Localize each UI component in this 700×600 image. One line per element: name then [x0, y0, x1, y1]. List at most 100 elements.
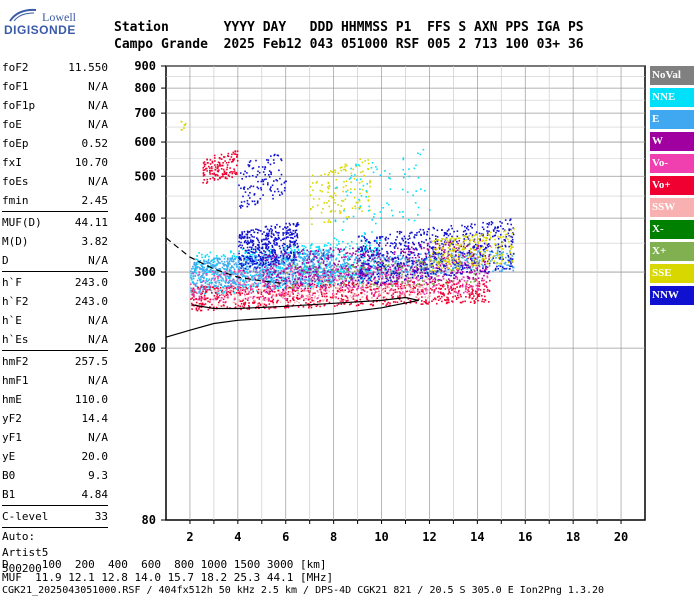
ionogram-echo-point [231, 286, 233, 289]
ionogram-echo-point [380, 263, 382, 266]
ionogram-echo-point [303, 276, 306, 278]
ionogram-echo-point [279, 273, 282, 275]
ionogram-echo-point [303, 266, 305, 269]
ionogram-echo-point [309, 271, 311, 274]
ionogram-echo-point [449, 287, 451, 290]
ionogram-echo-point [205, 289, 208, 291]
ionogram-echo-point [331, 276, 334, 278]
ionogram-echo-point [424, 275, 427, 278]
ionogram-echo-point [222, 298, 225, 301]
ionogram-echo-point [211, 270, 214, 273]
ionogram-echo-point [236, 278, 239, 280]
ionogram-echo-point [466, 266, 468, 269]
param-key: hmF2 [2, 355, 29, 368]
ionogram-echo-point [448, 274, 450, 276]
ionogram-echo-point [483, 288, 485, 291]
ionogram-echo-point [501, 222, 503, 224]
param-row: yF1 N/A [2, 428, 108, 447]
ionogram-echo-point [358, 268, 361, 270]
ionogram-echo-point [305, 266, 307, 269]
param-value: 11.550 [68, 61, 108, 74]
ionogram-echo-point [505, 268, 507, 270]
ionogram-echo-point [316, 282, 319, 284]
ionogram-echo-point [386, 292, 389, 294]
ionogram-echo-point [198, 290, 201, 293]
ionogram-echo-point [364, 242, 366, 245]
ionogram-echo-point [281, 244, 284, 247]
param-value: 10.70 [74, 156, 108, 169]
ionogram-echo-point [410, 251, 413, 253]
ionogram-echo-point [410, 231, 413, 234]
ionogram-echo-point [486, 223, 488, 225]
ionogram-echo-point [422, 229, 425, 231]
ionogram-echo-point [275, 261, 277, 264]
ionogram-echo-point [230, 283, 232, 285]
ionogram-echo-point [236, 274, 239, 276]
y-tick-label: 600 [134, 135, 156, 149]
ionogram-echo-point [315, 305, 318, 307]
param-separator [2, 271, 108, 272]
ionogram-echo-point [332, 249, 335, 252]
ionogram-echo-point [280, 259, 283, 261]
ionogram-echo-point [310, 277, 313, 280]
ionogram-echo-point [377, 295, 380, 298]
ionogram-echo-point [291, 241, 294, 243]
x-tick-label: 16 [518, 530, 532, 544]
ionogram-echo-point [308, 254, 311, 257]
ionogram-echo-point [414, 287, 416, 289]
ionogram-echo-point [449, 292, 452, 295]
ionogram-echo-point [358, 280, 361, 283]
x-tick-label: 20 [614, 530, 628, 544]
ionogram-echo-point [311, 294, 314, 296]
ionogram-echo-point [362, 273, 365, 275]
ionogram-echo-point [326, 295, 328, 298]
ionogram-echo-point [226, 260, 228, 263]
scaled-parameters-panel: foF2 11.550 foF1 N/A foF1p N/A foE N/A foEp 0.52 f… [2, 58, 108, 577]
header-row1: Station YYYY DAY DDD HHMMSS P1 FFS S AXN… [114, 20, 584, 35]
ionogram-echo-point [365, 268, 367, 271]
logo-line1: Lowell [42, 10, 76, 24]
ionogram-echo-point [497, 249, 499, 251]
ionogram-echo-point [276, 254, 279, 256]
ionogram-echo-point [493, 235, 496, 237]
ionogram-echo-point [342, 266, 344, 268]
ionogram-echo-point [356, 246, 359, 248]
ionogram-echo-point [206, 283, 209, 286]
ionogram-echo-point [442, 278, 445, 280]
ionogram-echo-point [431, 276, 433, 278]
ionogram-echo-point [202, 288, 204, 291]
ionogram-echo-point [344, 254, 346, 256]
ionogram-echo-point [305, 297, 307, 300]
ionogram-echo-point [475, 292, 477, 295]
ionogram-echo-point [330, 248, 332, 250]
ionogram-echo-point [327, 264, 330, 267]
ionogram-echo-point [275, 275, 278, 278]
ionogram-echo-point [452, 277, 455, 279]
ionogram-echo-point [285, 284, 287, 286]
ionogram-echo-point [386, 303, 388, 305]
ionogram-echo-point [368, 264, 370, 267]
ionogram-echo-point [334, 264, 336, 266]
ionogram-echo-point [366, 298, 369, 301]
ionogram-echo-point [254, 256, 257, 259]
ionogram-echo-point [287, 273, 289, 275]
ionogram-echo-point [369, 247, 371, 249]
ionogram-echo-point [441, 261, 443, 263]
ionogram-echo-point [339, 272, 342, 275]
ionogram-echo-point [233, 292, 235, 294]
ionogram-echo-point [277, 273, 279, 276]
ionogram-echo-point [320, 261, 322, 264]
ionogram-echo-point [204, 270, 207, 273]
ionogram-echo-point [243, 275, 246, 278]
ionogram-echo-point [263, 231, 265, 233]
ionogram-echo-point [425, 299, 427, 301]
ionogram-echo-point [276, 223, 278, 226]
ionogram-echo-point [366, 248, 369, 250]
ionogram-echo-point [245, 286, 247, 289]
ionogram-echo-point [382, 296, 385, 299]
ionogram-echo-point [242, 288, 245, 291]
ionogram-echo-point [468, 284, 470, 286]
ionogram-echo-point [299, 257, 302, 259]
ionogram-echo-point [377, 247, 379, 249]
ionogram-echo-point [296, 236, 299, 239]
